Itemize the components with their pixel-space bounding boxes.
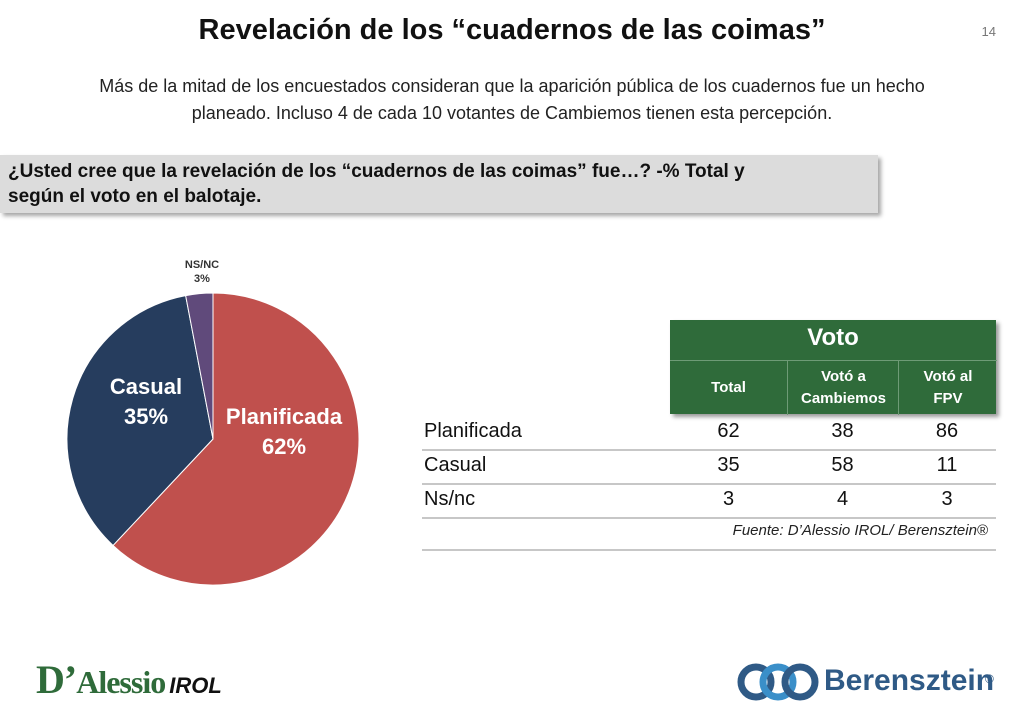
- page-title: Revelación de los “cuadernos de las coim…: [198, 14, 826, 46]
- pie-slice-ns-nc: [185, 292, 214, 440]
- berensztein-registered-mark: ®: [985, 672, 994, 686]
- cell-value: 35: [717, 454, 740, 476]
- label-planificada-value: 62%: [261, 434, 307, 459]
- table-bottom-line: [422, 549, 996, 551]
- label-casual-name: Casual: [109, 374, 183, 399]
- berensztein-logo-text: Berensztein: [824, 664, 995, 697]
- table-row: Casual 35 58 11: [422, 450, 996, 485]
- column-header-fpv: Votó al FPV: [898, 360, 997, 415]
- column-header-cambiemos-line2: Cambiemos: [800, 390, 887, 407]
- label-nsnc-name: NS/NC: [184, 259, 220, 271]
- dalessio-irol-logo: D’Alessio IROL: [36, 656, 222, 703]
- cell-value: 62: [717, 420, 740, 442]
- label-planificada: Planificada 62%: [212, 402, 356, 462]
- cell-value: 86: [935, 420, 959, 442]
- subtitle: Más de la mitad de los encuestados consi…: [40, 73, 984, 127]
- column-header-fpv-line1: Votó al: [923, 368, 973, 385]
- column-header-fpv-line2: FPV: [933, 390, 963, 407]
- question-box: ¿Usted cree que la revelación de los “cu…: [0, 155, 878, 213]
- column-header-total-line1: Total: [711, 379, 746, 396]
- question-line-1: ¿Usted cree que la revelación de los “cu…: [8, 161, 745, 182]
- label-casual: Casual 35%: [94, 372, 198, 432]
- cell-value: 3: [722, 488, 735, 510]
- cell-value: 58: [831, 454, 854, 476]
- subtitle-line-2: planeado. Incluso 4 de cada 10 votantes …: [191, 103, 833, 123]
- question-line-2: según el voto en el balotaje.: [8, 186, 262, 207]
- berensztein-logo: Berensztein ®: [736, 660, 1006, 704]
- label-planificada-name: Planificada: [225, 404, 343, 429]
- cell-value: 11: [936, 454, 958, 476]
- column-header-total: Total: [670, 360, 787, 415]
- row-label: Planificada: [424, 420, 522, 442]
- column-header-cambiemos-line1: Votó a: [821, 368, 866, 385]
- irol-logo-text: IROL: [169, 673, 222, 698]
- row-label: Casual: [424, 454, 487, 476]
- dalessio-logo-initial: D’: [36, 657, 77, 702]
- dalessio-logo-text: D’Alessio: [36, 657, 166, 702]
- cell-value: 4: [836, 488, 849, 510]
- subtitle-line-1: Más de la mitad de los encuestados consi…: [99, 76, 925, 96]
- vote-header: Voto Total Votó a Cambiemos Votó al FPV: [670, 320, 997, 415]
- pie-slice-casual: [66, 295, 214, 547]
- label-nsnc: NS/NC 3%: [172, 258, 232, 286]
- berensztein-mark-icon: [737, 663, 819, 701]
- page-number: 14: [981, 24, 996, 39]
- column-header-cambiemos: Votó a Cambiemos: [787, 360, 899, 415]
- table-row: Planificada 62 38 86: [422, 416, 996, 451]
- label-casual-value: 35%: [123, 404, 169, 429]
- cell-value: 38: [831, 420, 854, 442]
- source-note: Fuente: D’Alessio IROL/ Berensztein®: [732, 522, 988, 539]
- pie-slice-planificada: [112, 292, 360, 586]
- pie-chart-svg: [66, 292, 360, 586]
- row-label: Ns/nc: [424, 488, 476, 510]
- vote-group-header: Voto: [807, 324, 859, 351]
- dalessio-logo-rest: Alessio: [76, 664, 166, 700]
- pie-chart: Planificada 62% Casual 35% NS/NC 3%: [0, 250, 400, 610]
- table-row: Ns/nc 3 4 3: [422, 484, 996, 519]
- label-nsnc-value: 3%: [194, 273, 210, 285]
- cell-value: 3: [941, 488, 953, 510]
